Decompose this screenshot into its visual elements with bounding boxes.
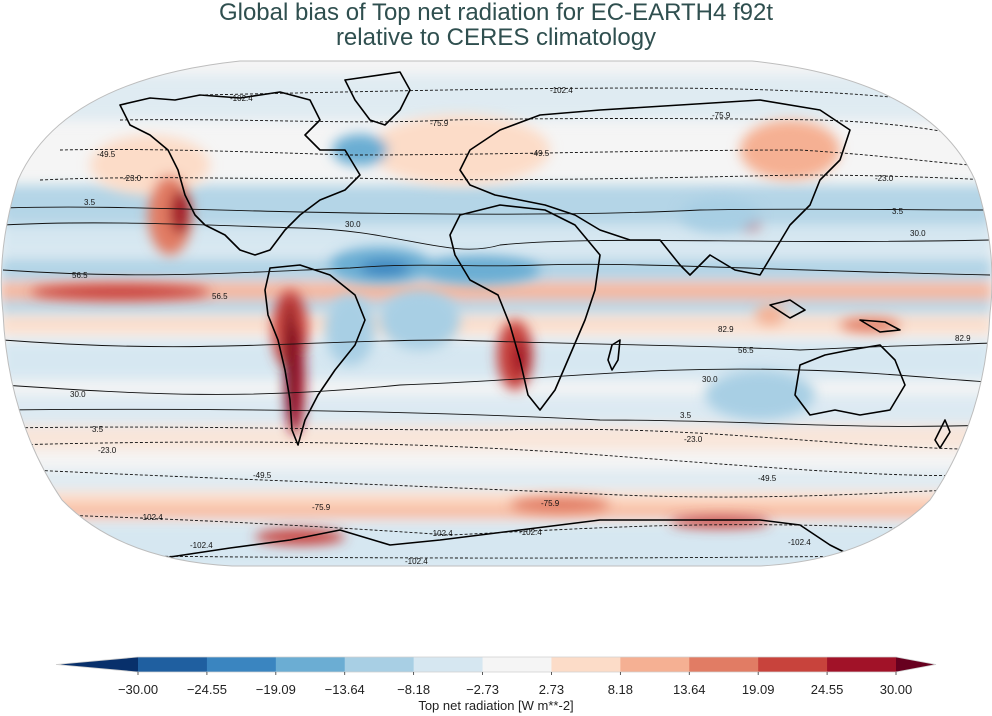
contour-label: 30.0	[910, 229, 926, 238]
contour-label: 30.0	[702, 375, 718, 384]
contour-label: 30.0	[70, 390, 86, 399]
colorbar-tick-label: −8.18	[397, 682, 431, 697]
colorbar-swatch	[620, 657, 690, 672]
colorbar-swatches	[55, 656, 937, 675]
contour-label: 82.9	[718, 325, 734, 334]
colorbar-swatch	[344, 657, 415, 672]
chart-title-line-2: relative to CERES climatology	[335, 24, 657, 51]
colorbar-swatch	[482, 657, 552, 672]
colorbar-extend-min	[56, 657, 138, 672]
colorbar-swatch	[275, 657, 346, 672]
contour-label: -49.5	[531, 149, 550, 158]
contour-label: -49.5	[253, 471, 272, 480]
contour-label: -102.4	[788, 538, 811, 547]
colorbar-tick-label: −30.00	[117, 682, 159, 697]
contour-label: -75.9	[430, 119, 449, 128]
contour-label: -23.0	[123, 174, 142, 183]
contour-label: -102.4	[430, 529, 453, 538]
colorbar	[55, 656, 937, 675]
colorbar-swatch	[138, 657, 208, 672]
contour-label: 56.5	[738, 346, 754, 355]
colorbar-label: Top net radiation [W m**-2]	[418, 698, 574, 713]
contour-label: 56.5	[212, 292, 228, 301]
colorbar-swatch	[689, 657, 759, 672]
contour-label: 56.5	[72, 271, 88, 280]
coastlines	[119, 71, 951, 561]
contour-label: -75.9	[312, 503, 331, 512]
colorbar-tick-label: −13.64	[324, 682, 365, 697]
colorbar-swatch	[413, 657, 484, 672]
colorbar-tick-label: 2.73	[538, 682, 565, 697]
contour-label: -23.0	[875, 174, 894, 183]
contour-label: 3.5	[92, 425, 104, 434]
contour-label: -102.4	[230, 94, 253, 103]
contour-label: -23.0	[684, 435, 703, 444]
contour-label: -102.4	[190, 541, 213, 550]
colorbar-swatch	[827, 657, 897, 672]
colorbar-tick-label: 8.18	[607, 682, 634, 697]
contour-label: -102.4	[405, 557, 428, 566]
contour-label: -23.0	[98, 446, 117, 455]
contour-label: -102.4	[550, 86, 573, 95]
chart-title-line-1: Global bias of Top net radiation for EC-…	[218, 0, 774, 26]
contour-label: -75.9	[541, 499, 560, 508]
colorbar-tick-label: −19.09	[255, 682, 296, 697]
contour-label: -49.5	[97, 150, 116, 159]
world-map-plot: -102.4 -102.4 -75.9 -75.9 -49.5 -49.5 -2…	[0, 60, 992, 567]
colorbar-tick-label: −24.55	[186, 682, 227, 697]
contour-label: -75.9	[712, 111, 731, 120]
colorbar-swatch	[206, 657, 277, 672]
contour-label: 30.0	[345, 220, 361, 229]
contour-labels: -102.4 -102.4 -75.9 -75.9 -49.5 -49.5 -2…	[70, 86, 971, 566]
colorbar-tick-label: 30.00	[879, 682, 913, 697]
contour-label: 82.9	[955, 334, 971, 343]
colorbar-extend-max	[896, 657, 936, 672]
colorbar-tick-label: 13.64	[672, 682, 706, 697]
contour-label: -102.4	[140, 513, 163, 522]
colorbar-swatch	[551, 657, 621, 672]
contour-label: 3.5	[680, 411, 692, 420]
colorbar-tick-label: 24.55	[810, 682, 844, 697]
contour-label: 3.5	[892, 207, 904, 216]
colorbar-tick-label: −2.73	[466, 682, 499, 697]
contour-label: -102.4	[519, 528, 542, 537]
colorbar-tick-label: 19.09	[741, 682, 775, 697]
colorbar-swatch	[758, 657, 828, 672]
chart-title: Global bias of Top net radiation for EC-…	[0, 0, 992, 50]
bias-field: -102.4 -102.4 -75.9 -75.9 -49.5 -49.5 -2…	[1, 61, 992, 566]
contour-lines	[2, 87, 991, 559]
contour-label: 3.5	[84, 198, 96, 207]
contour-label: -49.5	[758, 474, 777, 483]
map-boundary	[0, 60, 992, 567]
